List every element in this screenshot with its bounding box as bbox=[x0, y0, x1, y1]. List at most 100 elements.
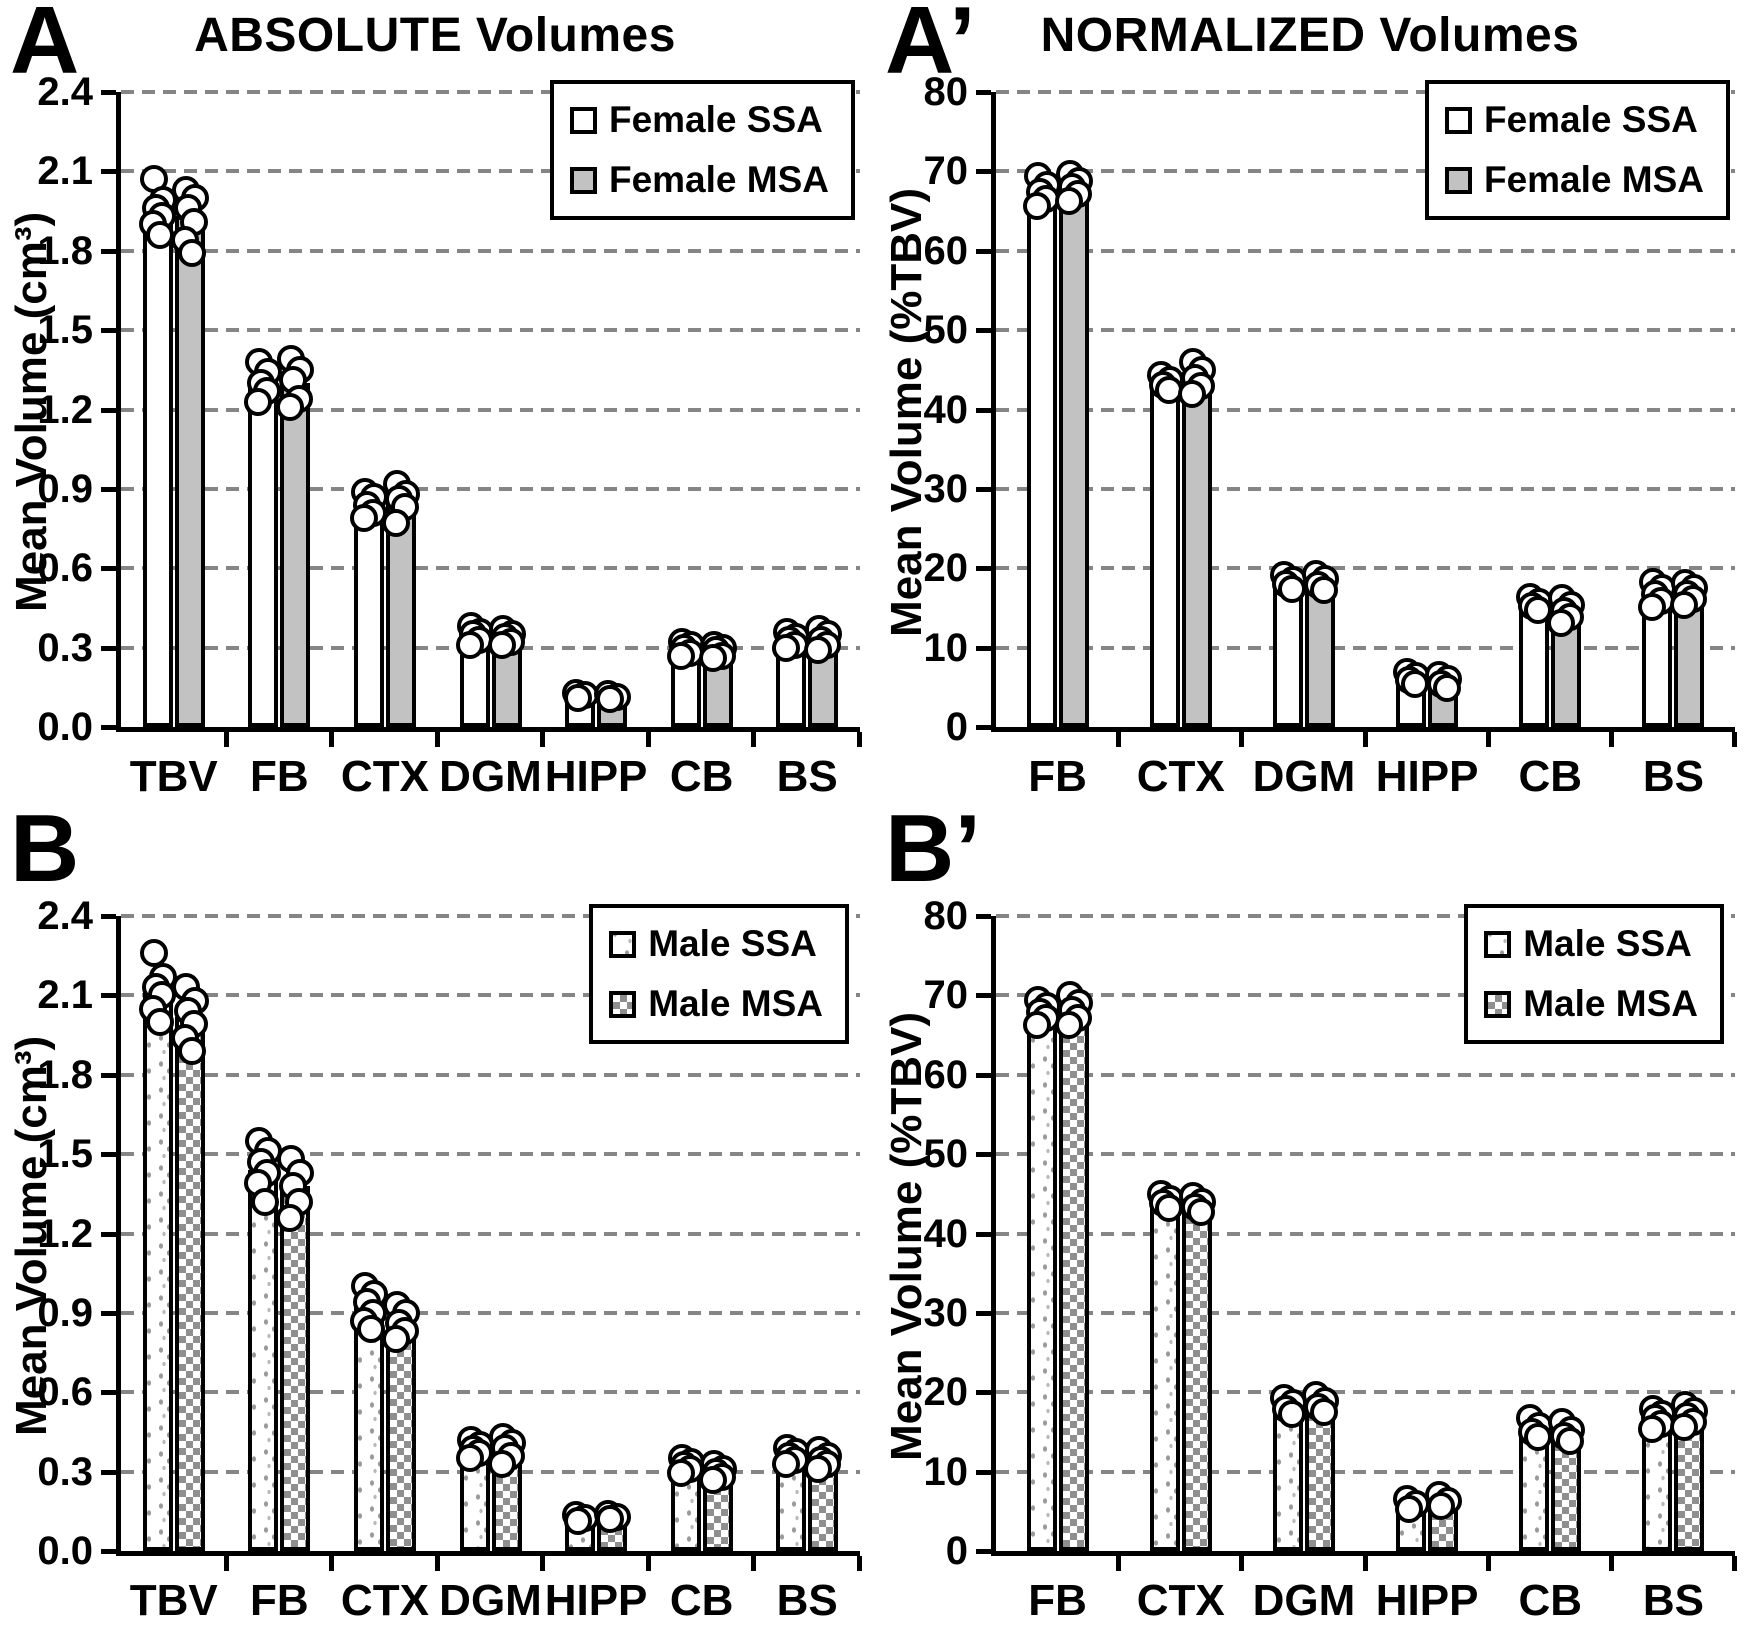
x-label-dgm: DGM bbox=[1252, 1576, 1356, 1625]
bar-female-msa-ctx bbox=[1181, 377, 1212, 727]
x-label-dgm: DGM bbox=[439, 752, 542, 801]
legend-label: Female MSA bbox=[608, 159, 829, 200]
x-tick-mark bbox=[1239, 732, 1245, 747]
x-label-fb: FB bbox=[250, 752, 309, 801]
x-tick-mark bbox=[223, 1556, 229, 1571]
gridline bbox=[121, 248, 860, 253]
y-tick-label: 40 bbox=[923, 387, 969, 432]
panel-A: A ABSOLUTE Volumes Mean Volume (cm³) Fem… bbox=[0, 0, 875, 808]
legend-row: Female SSA bbox=[569, 100, 829, 140]
legend-row: Female MSA bbox=[1444, 160, 1704, 200]
gridline bbox=[121, 328, 860, 333]
y-tick-mark bbox=[976, 914, 991, 919]
y-tick-label: 60 bbox=[923, 228, 969, 273]
legend-label: Male SSA bbox=[648, 923, 817, 964]
bar-male-ssa-cb bbox=[670, 1465, 701, 1551]
x-label-hipp: HIPP bbox=[1375, 1576, 1479, 1625]
y-tick-label: 1.2 bbox=[37, 387, 93, 432]
y-tick-mark bbox=[976, 645, 991, 651]
x-tick-mark bbox=[540, 1556, 546, 1571]
gridline bbox=[996, 90, 1735, 94]
y-tick-mark bbox=[976, 566, 991, 572]
x-tick-mark bbox=[1732, 732, 1737, 747]
gridline bbox=[121, 486, 860, 491]
gridline bbox=[121, 1072, 860, 1077]
scatter-point bbox=[276, 1203, 305, 1232]
y-tick-mark bbox=[101, 914, 116, 919]
y-tick-mark bbox=[976, 1310, 991, 1316]
bar-male-msa-tbv bbox=[174, 1016, 205, 1551]
scatter-point bbox=[1395, 1494, 1424, 1523]
panel-B-prime: B’ Mean Volume (%TBV) Male SSA Male MSA 0… bbox=[875, 795, 1750, 1624]
x-tick-mark bbox=[1732, 1556, 1737, 1571]
y-tick-label: 70 bbox=[923, 149, 969, 194]
gridline bbox=[121, 993, 860, 998]
panel-letter: B bbox=[10, 795, 80, 902]
x-label-tbv: TBV bbox=[129, 752, 218, 801]
legend-swatch-speckle bbox=[609, 930, 637, 958]
scatter-point bbox=[804, 636, 833, 665]
scatter-point bbox=[698, 1465, 727, 1494]
scatter-point bbox=[1638, 593, 1667, 622]
scatter-point bbox=[1547, 609, 1576, 638]
bar-female-msa-ctx bbox=[385, 502, 416, 727]
bar-female-msa-fb bbox=[280, 383, 311, 727]
y-tick-label: 50 bbox=[923, 1132, 969, 1177]
bar-female-ssa-ctx bbox=[1149, 383, 1180, 727]
y-tick-mark bbox=[976, 1152, 991, 1158]
x-label-cb: CB bbox=[669, 752, 734, 801]
y-tick-mark bbox=[101, 1390, 116, 1396]
scatter-point bbox=[1054, 186, 1083, 215]
y-tick-mark bbox=[101, 328, 116, 334]
scatter-point bbox=[564, 1506, 593, 1535]
scatter-point bbox=[1277, 1400, 1306, 1429]
y-tick-label: 70 bbox=[923, 973, 969, 1018]
panel-letter: A bbox=[10, 0, 80, 94]
y-tick-label: 50 bbox=[923, 308, 969, 353]
x-tick-mark bbox=[223, 732, 229, 747]
gridline bbox=[121, 914, 860, 918]
y-tick-label: 1.2 bbox=[37, 1211, 93, 1256]
scatter-point bbox=[666, 1458, 695, 1487]
legend: Male SSA Male MSA bbox=[589, 904, 849, 1044]
y-tick-label: 40 bbox=[923, 1211, 969, 1256]
bar-male-msa-ctx bbox=[385, 1318, 416, 1551]
y-tick-label: 2.4 bbox=[37, 70, 93, 114]
legend: Female SSA Female MSA bbox=[1424, 80, 1730, 220]
plot-area bbox=[991, 914, 1735, 1556]
bar-female-msa-dgm bbox=[1304, 582, 1335, 727]
y-tick-label: 0.0 bbox=[37, 1529, 93, 1573]
x-tick-mark bbox=[1116, 732, 1122, 747]
gridline bbox=[121, 1152, 860, 1157]
legend-swatch-gray bbox=[1444, 166, 1472, 194]
y-tick-label: 20 bbox=[923, 546, 969, 591]
gridline bbox=[996, 1469, 1735, 1474]
scatter-point bbox=[1401, 670, 1430, 699]
x-tick-mark bbox=[751, 1556, 757, 1571]
gridline bbox=[121, 566, 860, 571]
legend-swatch-speckle bbox=[1484, 930, 1512, 958]
x-tick-mark bbox=[434, 732, 440, 747]
gridline bbox=[996, 1310, 1735, 1315]
y-tick-label: 60 bbox=[923, 1052, 969, 1097]
gridline bbox=[996, 486, 1735, 491]
scatter-point bbox=[1022, 1010, 1051, 1039]
legend-row: Male MSA bbox=[609, 984, 823, 1024]
y-tick-label: 0.9 bbox=[37, 1290, 93, 1335]
bar-male-ssa-cb bbox=[1519, 1429, 1550, 1551]
gridline bbox=[121, 90, 860, 94]
x-tick-mark bbox=[1362, 1556, 1368, 1571]
gridline bbox=[121, 1310, 860, 1315]
y-tick-label: 30 bbox=[923, 1290, 969, 1335]
y-tick-mark bbox=[101, 169, 116, 175]
scatter-point bbox=[349, 503, 378, 532]
x-label-ctx: CTX bbox=[1136, 752, 1225, 801]
x-tick-mark bbox=[1485, 1556, 1491, 1571]
y-tick-mark bbox=[976, 486, 991, 492]
bar-male-msa-cb bbox=[1551, 1432, 1582, 1551]
y-tick-label: 2.1 bbox=[37, 973, 93, 1018]
y-tick-mark bbox=[976, 1231, 991, 1237]
y-tick-label: 10 bbox=[923, 625, 969, 670]
y-tick-mark bbox=[101, 566, 116, 572]
y-tick-mark bbox=[101, 725, 116, 730]
